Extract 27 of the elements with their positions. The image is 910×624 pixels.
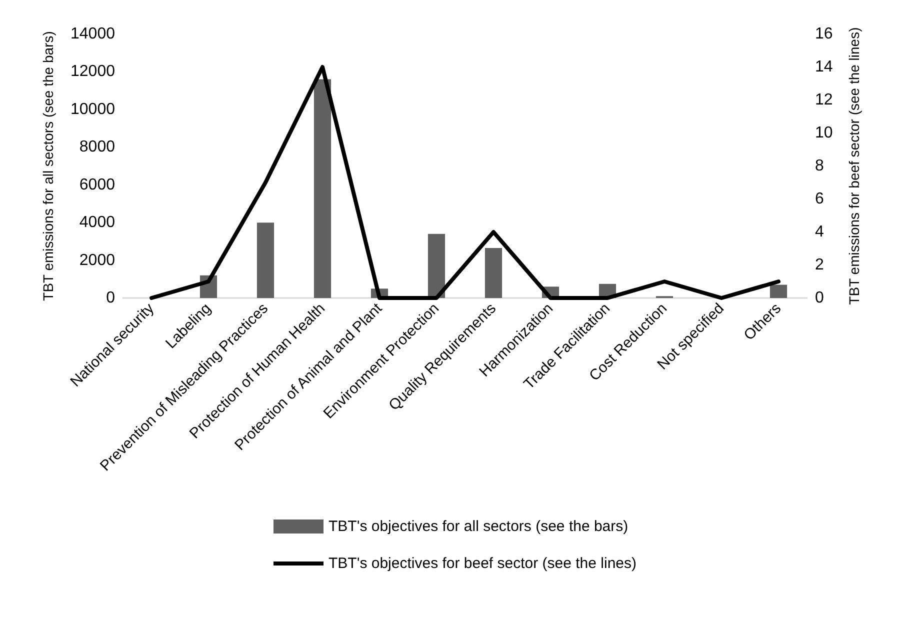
- y2-tick-label: 12: [815, 92, 833, 108]
- y2-tick-label: 2: [815, 256, 824, 274]
- y2-tick-label: 14: [815, 58, 833, 76]
- y-tick-label: 8000: [79, 138, 116, 156]
- y-tick-label: 12000: [70, 63, 116, 80]
- y2-tick-label: 16: [815, 26, 833, 42]
- y-tick-label: 0: [106, 290, 116, 306]
- bar: [770, 284, 788, 298]
- y-axis-title: TBT emissions for all sectors (see the bars): [40, 31, 56, 301]
- y2-tick-label: 4: [815, 224, 824, 240]
- y-tick-label: 4000: [79, 214, 116, 232]
- y-tick-label: 10000: [70, 100, 116, 118]
- legend-label: TBT's objectives for all sectors (see the bars): [328, 518, 628, 535]
- bar: [314, 79, 332, 298]
- y-tick-label: 2000: [79, 252, 116, 269]
- y2-tick-label: 6: [815, 190, 824, 208]
- y-tick-label: 6000: [79, 176, 116, 194]
- line-series: [150, 65, 780, 300]
- legend-label: TBT's objectives for beef sector (see the lines): [328, 555, 637, 572]
- bar: [484, 248, 502, 298]
- bar: [256, 222, 274, 298]
- y2-tick-label: 8: [815, 158, 824, 174]
- y2-axis-title: TBT emissions for beef sector (see the lines): [846, 27, 862, 305]
- y2-tick-label: 0: [815, 290, 824, 306]
- y-tick-label: 14000: [70, 26, 116, 42]
- bar: [428, 234, 446, 298]
- y2-tick-label: 10: [815, 124, 833, 142]
